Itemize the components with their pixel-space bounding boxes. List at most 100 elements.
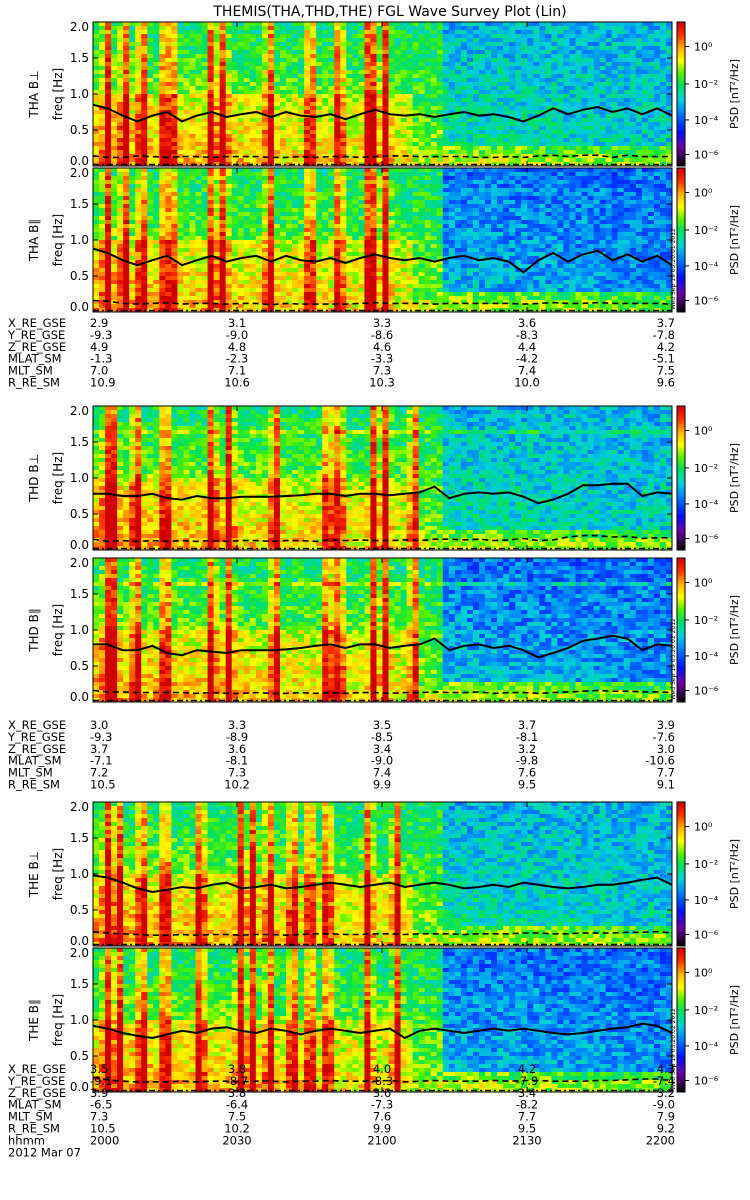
spectrogram-cell xyxy=(334,122,341,127)
spectrogram-cell xyxy=(370,110,377,115)
spectrogram-cell xyxy=(370,94,377,99)
spectrogram-cell xyxy=(105,142,112,147)
spectrogram-cell xyxy=(279,300,287,305)
spectrogram-cell xyxy=(370,30,377,35)
spectrogram-cell xyxy=(599,122,607,127)
spectrogram-cell xyxy=(189,292,196,297)
spectrogram-cell xyxy=(159,30,166,35)
spectrogram-cell xyxy=(292,142,299,147)
spectrogram-cell xyxy=(93,158,100,163)
spectrogram-cell xyxy=(563,110,570,115)
spectrogram-cell xyxy=(286,168,293,173)
spectrogram-cell xyxy=(292,292,299,297)
spectrogram-cell xyxy=(352,106,359,111)
spectrogram-cell xyxy=(623,78,631,83)
spectrogram-cell xyxy=(304,142,311,147)
spectrogram-cell xyxy=(310,158,317,163)
spectrogram-cell xyxy=(593,126,601,131)
spectrogram-cell xyxy=(316,168,323,173)
spectrogram-cell xyxy=(557,62,564,67)
spectrogram-cell xyxy=(376,30,383,35)
spectrogram-cell xyxy=(93,256,100,261)
spectrogram-cell xyxy=(298,58,305,63)
spectrogram-cell xyxy=(647,66,655,71)
spectrogram-cell xyxy=(641,74,649,79)
spectrogram-cell xyxy=(171,200,178,205)
spectrogram-cell xyxy=(316,158,323,163)
spectrogram-cell xyxy=(587,150,594,155)
spectrogram-cell xyxy=(298,78,305,83)
spectrogram-cell xyxy=(231,248,239,253)
spectrogram-cell xyxy=(545,114,552,119)
spectrogram-cell xyxy=(557,74,564,79)
spectrogram-cell xyxy=(358,110,365,115)
spectrogram-cell xyxy=(479,70,486,75)
spectrogram-cell xyxy=(195,288,202,293)
spectrogram-cell xyxy=(545,58,552,63)
spectrogram-cell xyxy=(448,86,456,91)
spectrogram-cell xyxy=(328,126,335,131)
spectrogram-cell xyxy=(322,138,329,143)
spectrogram-cell xyxy=(183,200,190,205)
spectrogram-cell xyxy=(195,212,202,217)
spectrogram-cell xyxy=(159,292,166,297)
spectrogram-cell xyxy=(99,288,106,293)
spectrogram-cell xyxy=(147,244,154,249)
spectrogram-cell xyxy=(219,134,227,139)
spectrogram-cell xyxy=(479,42,486,47)
spectrogram-cell xyxy=(388,78,395,83)
spectrogram-cell xyxy=(629,118,637,123)
spectrogram-cell xyxy=(129,134,136,139)
spectrogram-cell xyxy=(647,158,655,163)
spectrogram-cell xyxy=(286,122,293,127)
spectrogram-cell xyxy=(491,110,498,115)
spectrogram-cell xyxy=(503,138,510,143)
spectrogram-cell xyxy=(454,126,462,131)
spectrogram-cell xyxy=(623,94,631,99)
spectrogram-cell xyxy=(334,86,341,91)
spectrogram-cell xyxy=(225,288,233,293)
spectrogram-cell xyxy=(551,62,558,67)
spectrogram-cell xyxy=(105,82,112,87)
spectrogram-cell xyxy=(147,276,154,281)
spectrogram-cell xyxy=(225,300,233,305)
spectrogram-cell xyxy=(141,280,148,285)
spectrogram-cell xyxy=(310,30,317,35)
spectrogram-cell xyxy=(334,106,341,111)
spectrogram-cell xyxy=(177,54,184,59)
spectrogram-cell xyxy=(346,42,353,47)
spectrogram-cell xyxy=(237,244,245,249)
spectrogram-cell xyxy=(273,224,281,229)
spectrogram-cell xyxy=(328,248,335,253)
spectrogram-cell xyxy=(93,208,100,213)
spectrogram-cell xyxy=(551,146,558,151)
spectrogram-cell xyxy=(159,102,166,107)
spectrogram-cell xyxy=(219,268,227,273)
spectrogram-cell xyxy=(587,54,594,59)
spectrogram-cell xyxy=(503,134,510,139)
spectrogram-cell xyxy=(406,118,414,123)
spectrogram-cell xyxy=(635,150,643,155)
spectrogram-cell xyxy=(364,90,371,95)
spectrogram-cell xyxy=(304,50,311,55)
spectrogram-cell xyxy=(641,122,649,127)
spectrogram-cell xyxy=(231,142,239,147)
spectrogram-cell xyxy=(316,78,323,83)
spectrogram-cell xyxy=(213,94,221,99)
spectrogram-cell xyxy=(605,22,613,27)
spectrogram-cell xyxy=(189,58,196,63)
spectrogram-cell xyxy=(153,180,160,185)
spectrogram-cell xyxy=(93,86,100,91)
spectrogram-cell xyxy=(521,158,528,163)
spectrogram-cell xyxy=(358,58,365,63)
spectrogram-cell xyxy=(153,260,160,265)
spectrogram-cell xyxy=(575,58,582,63)
spectrogram-cell xyxy=(99,168,106,173)
spectrogram-cell xyxy=(177,176,184,181)
spectrogram-cell xyxy=(219,224,227,229)
spectrogram-cell xyxy=(298,110,305,115)
spectrogram-cell xyxy=(328,46,335,51)
spectrogram-cell xyxy=(279,126,287,131)
spectrogram-cell xyxy=(189,200,196,205)
spectrogram-cell xyxy=(388,102,395,107)
